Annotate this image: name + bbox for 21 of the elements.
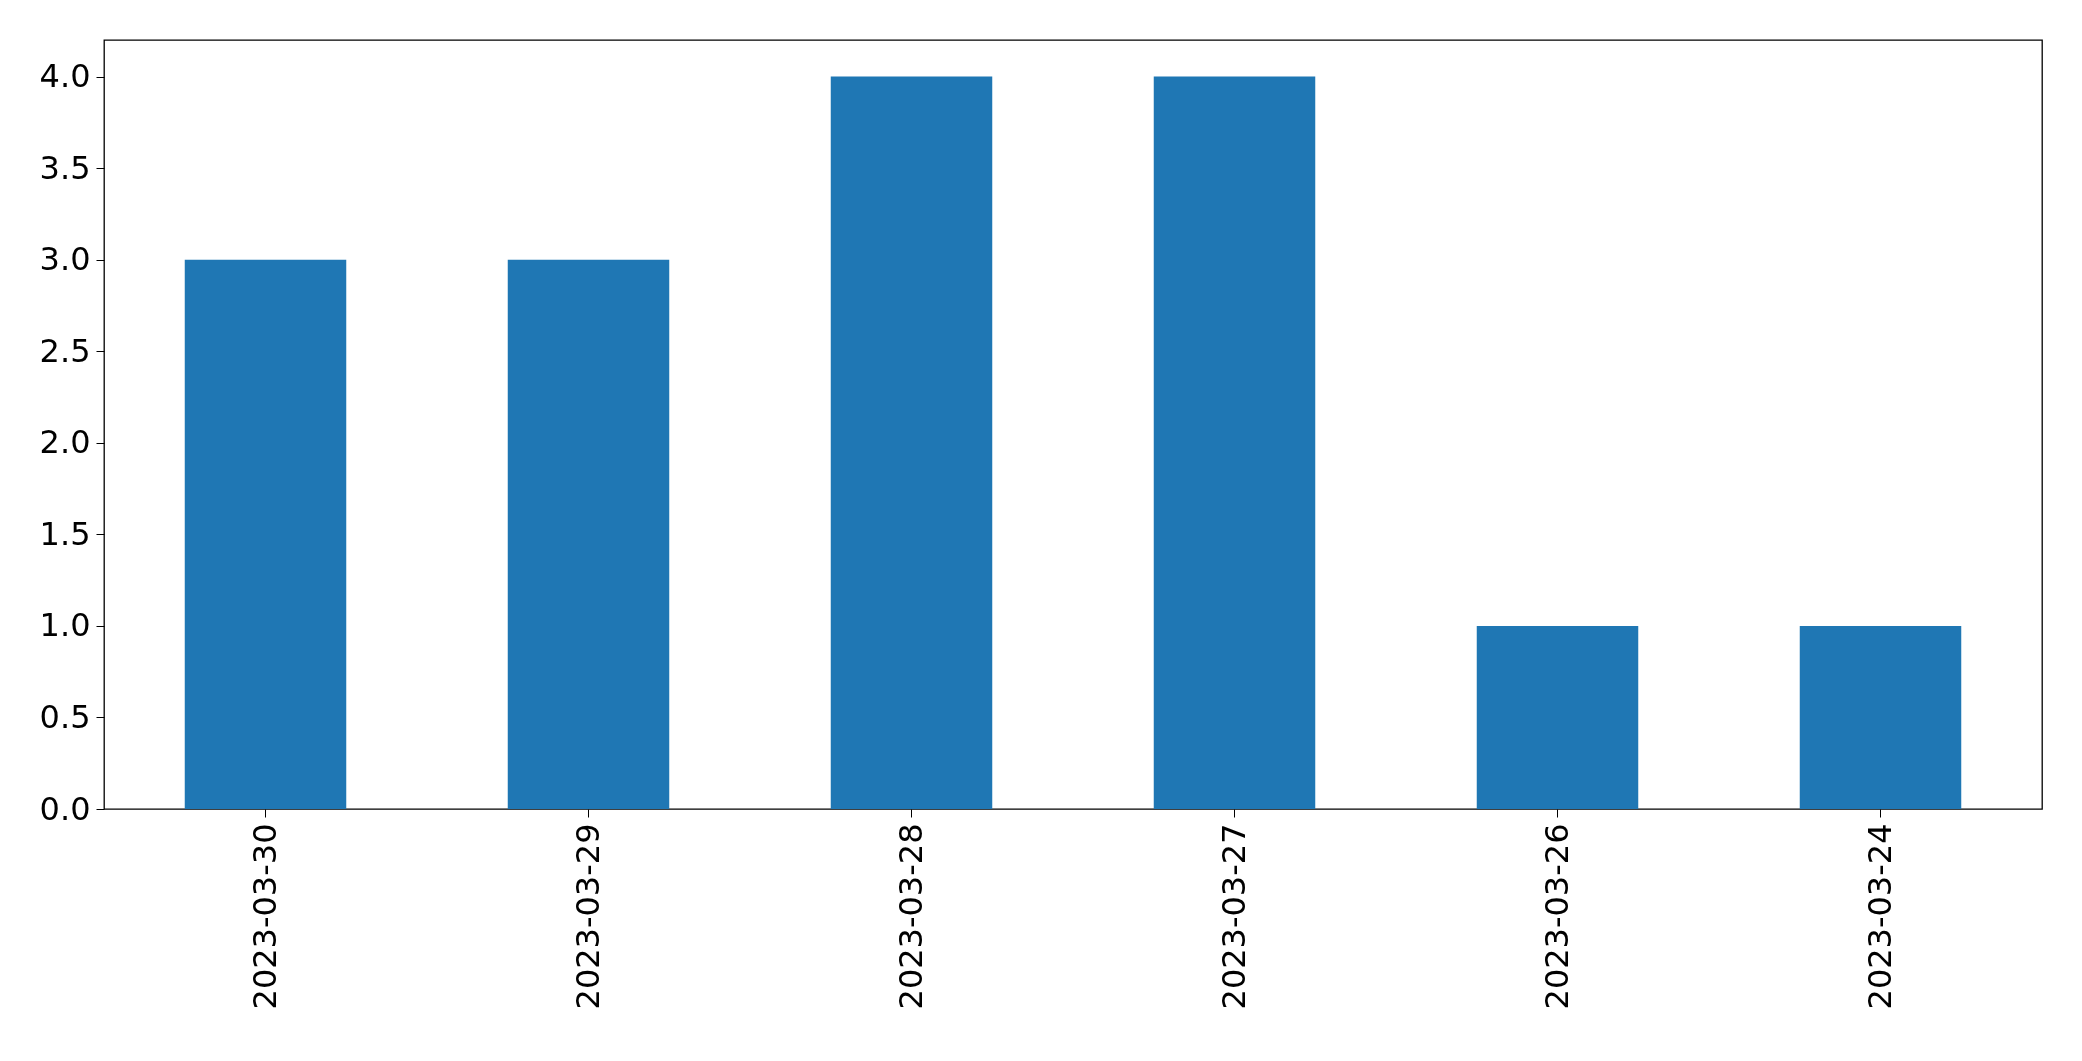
y-tick-label: 4.0 — [39, 57, 91, 96]
x-tick-label: 2023-03-30 — [245, 823, 284, 1010]
y-tick-label: 2.5 — [39, 331, 91, 370]
x-tick-label: 2023-03-26 — [1537, 823, 1576, 1010]
x-tick-label: 2023-03-28 — [891, 823, 930, 1010]
y-tick-label: 3.5 — [39, 148, 91, 187]
x-tick-label: 2023-03-29 — [568, 823, 607, 1010]
bar — [507, 259, 670, 809]
y-tick-label: 0.5 — [39, 697, 91, 736]
x-tick-label: 2023-03-24 — [1860, 823, 1899, 1010]
x-tick-label: 2023-03-27 — [1214, 823, 1253, 1010]
bar — [184, 259, 347, 809]
bar — [1153, 76, 1316, 809]
y-tick-label: 0.0 — [39, 789, 91, 828]
bar — [1799, 625, 1962, 809]
y-tick-label: 2.0 — [39, 423, 91, 462]
y-tick-label: 1.5 — [39, 514, 91, 553]
bar — [1476, 625, 1639, 809]
y-tick-label: 1.0 — [39, 606, 91, 645]
bar — [830, 76, 993, 809]
y-tick-label: 3.0 — [39, 240, 91, 279]
